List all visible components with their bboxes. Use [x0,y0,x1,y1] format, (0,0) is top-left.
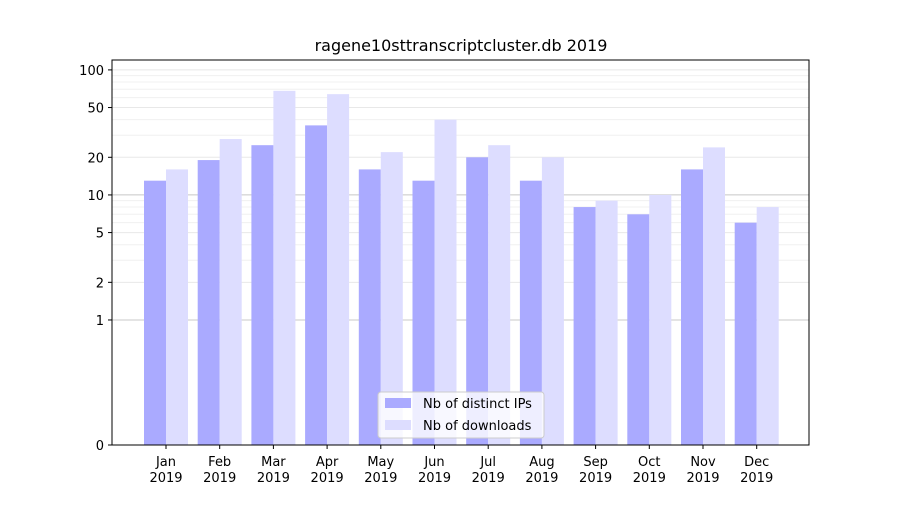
bar-downloads-9 [595,200,618,445]
x-tick-label: Mar 2019 [257,455,290,486]
bar-downloads-5 [380,152,403,445]
x-tick-label: Jul 2019 [472,455,505,486]
bar-downloads-10 [649,194,672,445]
bar-distinct-ips-4 [305,125,328,445]
y-tick-label: 2 [96,276,104,291]
legend-label-distinct-ips: Nb of distinct IPs [423,397,532,412]
bar-downloads-8 [541,157,564,445]
x-axis: Jan 2019 Feb 2019 Mar 2019 Apr 2019 May 2019 Jun 20… [149,445,773,486]
bar-distinct-ips-11 [681,169,703,445]
x-tick-label: Jan 2019 [149,455,182,486]
bar-distinct-ips-2 [197,160,220,445]
y-tick-label: 5 [96,227,104,242]
x-tick-label: Sep 2019 [579,455,612,486]
y-tick-label: 1 [96,314,104,329]
x-tick-label: Jun 2019 [418,455,451,486]
y-tick-label: 10 [87,189,104,204]
bar-distinct-ips-5 [358,169,381,445]
y-axis: 0 1 2 5 10 20 50 100 [79,64,112,454]
y-tick-label: 0 [96,439,104,454]
y-tick-label: 100 [79,64,104,79]
plot-frame [111,59,810,446]
x-tick-label: Apr 2019 [311,455,344,486]
bar-downloads-12 [756,207,779,445]
y-tick-label: 20 [87,151,104,166]
legend-swatch-distinct-ips [385,398,411,408]
y-tick-label: 50 [87,102,104,117]
x-tick-label: May 2019 [364,455,397,486]
bar-distinct-ips-10 [627,214,650,445]
legend-swatch-downloads [385,420,411,430]
chart-title: ragene10sttranscriptcluster.db 2019 [315,36,608,55]
bars [144,90,779,446]
legend-box [377,391,545,439]
bar-downloads-2 [219,139,242,445]
x-tick-label: Dec 2019 [740,455,773,486]
bar-distinct-ips-7 [466,157,489,445]
bar-downloads-11 [703,147,725,446]
bar-distinct-ips-1 [144,180,166,445]
bar-distinct-ips-12 [734,222,757,445]
bar-distinct-ips-6 [412,180,435,445]
bar-downloads-7 [488,145,511,445]
bar-downloads-3 [273,90,296,446]
bar-downloads-4 [327,94,350,446]
legend-label-downloads: Nb of downloads [423,419,532,434]
x-tick-label: Oct 2019 [633,455,666,486]
legend: Nb of distinct IPs Nb of downloads [377,391,545,439]
bar-distinct-ips-8 [519,180,542,445]
x-tick-label: Feb 2019 [203,455,236,486]
bar-distinct-ips-3 [251,145,274,445]
x-tick-label: Aug 2019 [525,455,558,486]
x-tick-label: Nov 2019 [686,455,719,486]
bar-downloads-1 [166,169,188,445]
bar-downloads-6 [434,119,457,446]
bar-distinct-ips-9 [573,207,596,445]
